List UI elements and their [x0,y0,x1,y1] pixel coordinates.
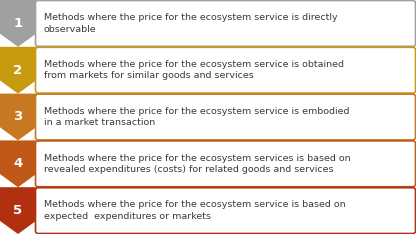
FancyBboxPatch shape [35,141,416,187]
Text: Methods where the price for the ecosystem service is embodied
in a market transa: Methods where the price for the ecosyste… [44,107,349,127]
Text: Methods where the price for the ecosystem service is based on
expected  expendit: Methods where the price for the ecosyste… [44,200,346,221]
FancyBboxPatch shape [35,188,416,234]
Polygon shape [0,94,36,140]
Polygon shape [0,187,36,234]
Text: 4: 4 [13,157,22,170]
Text: 1: 1 [13,17,22,30]
FancyBboxPatch shape [35,0,416,46]
Text: 5: 5 [13,204,22,217]
FancyBboxPatch shape [35,94,416,140]
Text: Methods where the price for the ecosystem service is obtained
from markets for s: Methods where the price for the ecosyste… [44,60,344,80]
Polygon shape [0,47,36,94]
Text: 2: 2 [13,64,22,77]
Text: Methods where the price for the ecosystem services is based on
revealed expendit: Methods where the price for the ecosyste… [44,154,351,174]
FancyBboxPatch shape [35,47,416,93]
Text: Methods where the price for the ecosystem service is directly
observable: Methods where the price for the ecosyste… [44,13,338,34]
Text: 3: 3 [13,110,22,124]
Polygon shape [0,140,36,187]
Polygon shape [0,0,36,47]
